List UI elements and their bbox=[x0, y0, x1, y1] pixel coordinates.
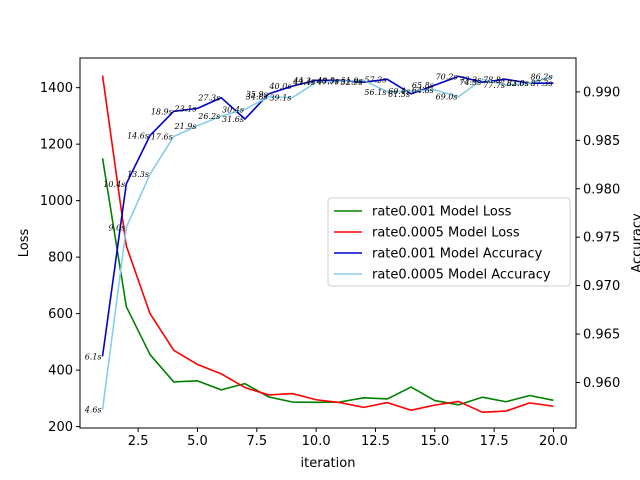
time-annotation: 60.4s bbox=[388, 87, 410, 96]
legend-entry-2: rate0.001 Model Accuracy bbox=[372, 247, 543, 262]
time-annotation: 78.8s bbox=[483, 75, 505, 84]
legend-entry-3: rate0.0005 Model Accuracy bbox=[372, 268, 551, 283]
time-annotation: 4.6s bbox=[84, 406, 102, 415]
time-annotation: 77.7s bbox=[483, 81, 505, 90]
time-annotation: 61.5s bbox=[388, 90, 410, 99]
time-annotation: 23.1s bbox=[174, 104, 197, 113]
y-right-tick-label: 0.980 bbox=[583, 182, 620, 197]
y-right-tick-label: 0.975 bbox=[583, 231, 620, 246]
time-annotation: 17.6s bbox=[151, 132, 173, 141]
time-annotation: 57.2s bbox=[364, 75, 386, 84]
series-line-0 bbox=[101, 158, 554, 406]
x-tick-label: 7.5 bbox=[246, 434, 267, 449]
time-annotation: 56.1s bbox=[364, 88, 386, 97]
x-axis-label: iteration bbox=[301, 456, 356, 471]
y-right-tick-label: 0.970 bbox=[583, 279, 620, 294]
y-left-tick-label: 1000 bbox=[40, 194, 73, 209]
legend-entry-0: rate0.001 Model Loss bbox=[372, 205, 512, 220]
time-annotation: 51.9s bbox=[341, 76, 363, 85]
time-annotation: 87.3s bbox=[531, 79, 553, 88]
time-annotation: 27.3s bbox=[197, 94, 220, 103]
series-line-1 bbox=[101, 75, 554, 413]
time-annotation: 9.0s bbox=[108, 224, 125, 233]
y-left-tick-label: 1200 bbox=[40, 138, 73, 153]
series-layer bbox=[101, 75, 554, 413]
x-tick-label: 5.0 bbox=[187, 434, 208, 449]
time-annotation: 21.9s bbox=[174, 122, 197, 131]
time-annotation: 86.2s bbox=[531, 72, 553, 81]
legend: rate0.001 Model Loss rate0.0005 Model Los… bbox=[327, 197, 571, 287]
y-left-tick-label: 800 bbox=[48, 251, 73, 266]
time-annotation: 10.4s bbox=[103, 180, 125, 189]
time-annotation: 43.4s bbox=[292, 78, 315, 87]
y-right-tick-label: 0.985 bbox=[583, 134, 620, 149]
y-right-tick-label: 0.990 bbox=[583, 85, 620, 100]
time-annotation: 69.0s bbox=[436, 93, 458, 102]
x-tick-label: 15.0 bbox=[420, 434, 449, 449]
x-tick-label: 20.0 bbox=[539, 434, 568, 449]
time-annotation: 82.0s bbox=[507, 79, 529, 88]
time-annotation: 52.9s bbox=[341, 78, 363, 87]
time-annotation: 70.2s bbox=[436, 72, 458, 81]
x-tick-label: 12.5 bbox=[361, 434, 390, 449]
time-annotation: 44.3s bbox=[292, 76, 315, 85]
series-line-3 bbox=[101, 75, 554, 410]
x-tick-label: 10.0 bbox=[302, 434, 331, 449]
x-tick-label: 2.5 bbox=[128, 434, 149, 449]
time-annotation: 47.7s bbox=[316, 77, 339, 86]
y-left-tick-label: 1400 bbox=[40, 81, 73, 96]
y-axis-right: 0.960 0.965 0.970 0.975 0.980 0.985 0.990 bbox=[576, 85, 620, 391]
y-right-tick-label: 0.965 bbox=[583, 328, 620, 343]
plot-frame bbox=[79, 57, 577, 429]
time-annotation: 73.3s bbox=[459, 75, 481, 84]
time-annotation: 40.0s bbox=[268, 82, 291, 91]
time-annotation: 18.9s bbox=[151, 107, 173, 116]
time-annotation: 31.6s bbox=[222, 115, 244, 124]
time-annotation: 6.1s bbox=[85, 352, 102, 361]
time-annotation: 34.8s bbox=[246, 93, 268, 102]
x-tick-label: 17.5 bbox=[480, 434, 509, 449]
time-annotation: 30.4s bbox=[222, 105, 244, 114]
time-annotation: 83.0s bbox=[507, 79, 529, 88]
x-axis: 2.5 5.0 7.5 10.0 12.5 15.0 17.5 20.0 bbox=[128, 428, 568, 449]
time-annotation: 74.5s bbox=[459, 78, 481, 87]
time-annotation: 39.1s bbox=[269, 94, 291, 103]
time-annotation: 13.3s bbox=[127, 170, 149, 179]
legend-entry-1: rate0.0005 Model Loss bbox=[372, 226, 520, 241]
y-left-tick-label: 200 bbox=[48, 420, 73, 435]
y-right-tick-label: 0.960 bbox=[583, 376, 620, 391]
y-axis-right-label: Accuracy bbox=[630, 213, 640, 273]
time-annotation: 64.8s bbox=[412, 86, 434, 95]
time-annotation: 48.5s bbox=[316, 76, 339, 85]
time-annotation: 35.9s bbox=[246, 90, 268, 99]
time-annotation: 26.2s bbox=[197, 112, 220, 121]
y-axis-left-label: Loss bbox=[17, 229, 32, 258]
time-annotation: 65.8s bbox=[412, 81, 434, 90]
y-left-tick-label: 400 bbox=[48, 364, 73, 379]
time-annotation: 14.6s bbox=[127, 131, 149, 140]
legend-box bbox=[327, 197, 571, 287]
y-axis-left: 200 400 600 800 1000 1200 1400 bbox=[40, 81, 80, 435]
y-left-tick-label: 600 bbox=[48, 307, 73, 322]
